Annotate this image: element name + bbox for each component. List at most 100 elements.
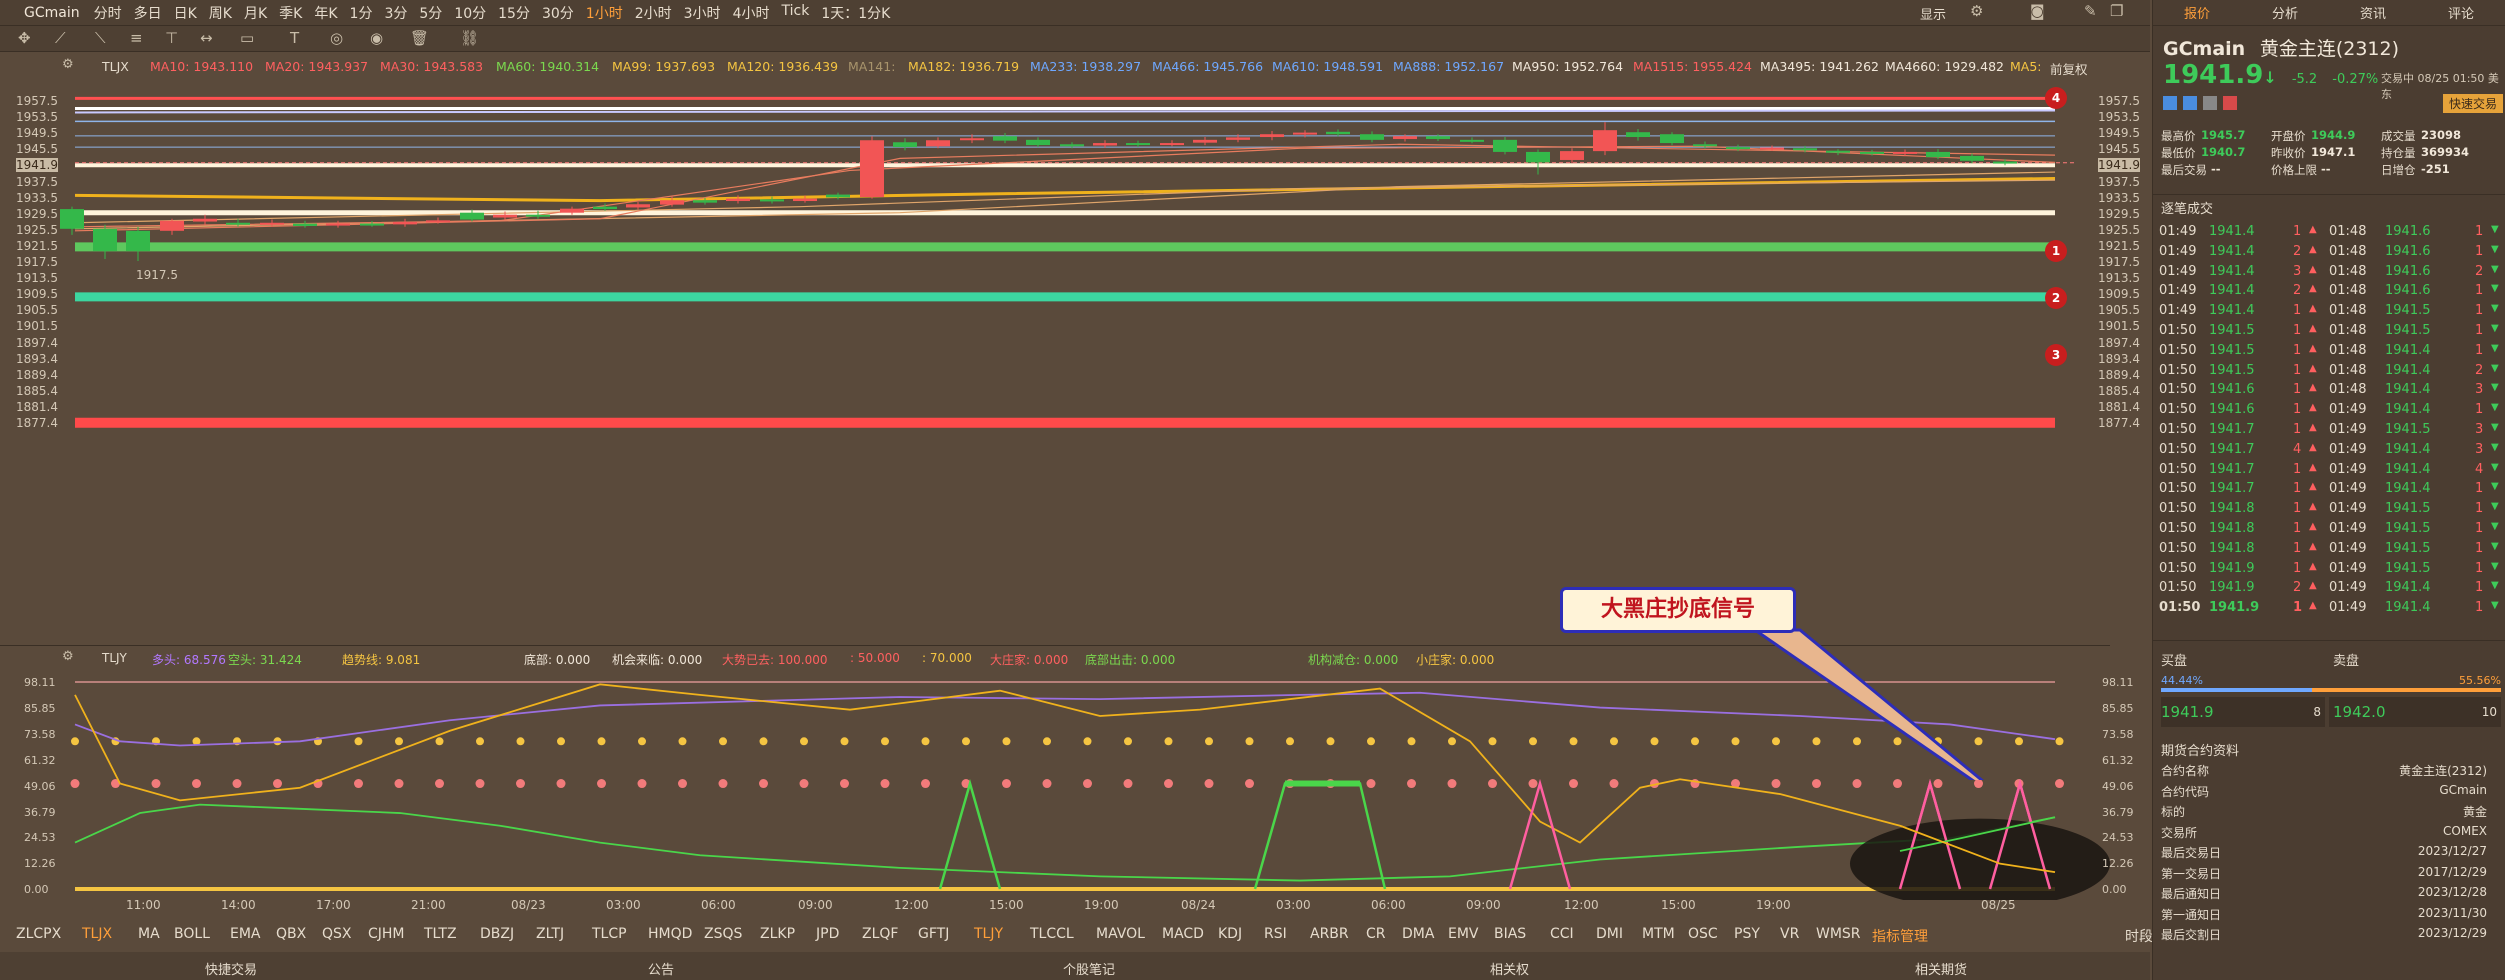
period-15[interactable]: 3小时: [683, 5, 721, 22]
ma-label-0[interactable]: TLJX: [102, 59, 129, 74]
ma-label-16[interactable]: MA4660: 1929.482: [1885, 59, 2004, 74]
indicator-tab-9[interactable]: DBZJ: [480, 926, 515, 942]
period-18[interactable]: 1天：1分K: [821, 5, 891, 22]
period-2[interactable]: 日K: [173, 5, 197, 22]
ma-label-14[interactable]: MA1515: 1955.424: [1633, 59, 1752, 74]
period-4[interactable]: 月K: [243, 5, 268, 22]
bottom-item-3[interactable]: 相关权: [1490, 963, 1530, 978]
indicator-tab-27[interactable]: EMV: [1448, 926, 1479, 942]
period-8[interactable]: 3分: [384, 5, 408, 22]
ma-label-13[interactable]: MA950: 1952.764: [1512, 59, 1624, 74]
indicator-settings-icon[interactable]: ⚙: [62, 649, 74, 664]
indicator-tab-37[interactable]: 时段: [2125, 929, 2153, 945]
indicator-label-2[interactable]: 空头: 31.424: [228, 653, 302, 667]
indicator-label-3[interactable]: 趋势线: 9.081: [342, 653, 421, 667]
ma-label-10[interactable]: MA466: 1945.766: [1152, 59, 1264, 74]
indicator-tab-31[interactable]: MTM: [1642, 926, 1675, 942]
period-11[interactable]: 15分: [498, 5, 530, 22]
period-16[interactable]: 4小时: [732, 5, 770, 22]
indicator-tab-14[interactable]: ZLKP: [760, 926, 796, 942]
indicator-label-4[interactable]: 底部: 0.000: [524, 653, 591, 667]
ma-label-17[interactable]: MA5:: [2010, 59, 2042, 74]
indicator-tab-12[interactable]: HMQD: [648, 926, 693, 942]
price-chart[interactable]: 1917.5: [0, 80, 2110, 640]
heart-icon[interactable]: [2223, 96, 2237, 110]
bid-price[interactable]: 1941.9: [2161, 703, 2214, 721]
indicator-tab-7[interactable]: CJHM: [368, 926, 405, 942]
settings-icon[interactable]: ⚙: [62, 57, 74, 72]
indicator-label-11[interactable]: 机构减仓: 0.000: [1308, 653, 1399, 667]
quote-tab-2[interactable]: 资讯: [2359, 7, 2386, 22]
indicator-tab-21[interactable]: MACD: [1162, 926, 1204, 942]
line-icon[interactable]: ⟋: [55, 29, 66, 47]
indicator-label-7[interactable]: : 50.000: [850, 651, 900, 665]
period-5[interactable]: 季K: [279, 5, 303, 22]
indicator-tab-19[interactable]: TLCCL: [1030, 926, 1074, 942]
indicator-label-9[interactable]: 大庄家: 0.000: [990, 653, 1069, 667]
rect-icon[interactable]: ▭: [240, 29, 255, 47]
indicator-label-10[interactable]: 底部出击: 0.000: [1085, 653, 1176, 667]
fib-icon[interactable]: ⊤: [165, 29, 179, 47]
indicator-tab-29[interactable]: CCI: [1550, 926, 1574, 942]
bottom-item-4[interactable]: 相关期货: [1915, 963, 1968, 978]
ray-icon[interactable]: ⟍: [95, 29, 106, 47]
indicator-label-0[interactable]: TLJY: [102, 651, 127, 665]
indicator-tab-18[interactable]: TLJY: [974, 926, 1004, 942]
quick-trade-button[interactable]: 快速交易: [2443, 94, 2504, 113]
circle-icon[interactable]: ◎: [330, 29, 344, 47]
indicator-tab-4[interactable]: EMA: [230, 926, 261, 942]
period-14[interactable]: 2小时: [634, 5, 672, 22]
bottom-item-0[interactable]: 快捷交易: [205, 963, 258, 978]
indicator-tab-30[interactable]: DMI: [1596, 926, 1623, 942]
period-9[interactable]: 5分: [419, 5, 443, 22]
indicator-label-12[interactable]: 小庄家: 0.000: [1416, 653, 1495, 667]
arrow-icon[interactable]: ↔: [200, 29, 213, 47]
display-menu[interactable]: 显示: [1920, 8, 1947, 23]
ma-label-8[interactable]: MA182: 1936.719: [908, 59, 1020, 74]
quote-tab-3[interactable]: 评论: [2447, 7, 2474, 22]
camera-icon[interactable]: ◙: [2030, 2, 2045, 20]
trash-icon[interactable]: 🗑: [410, 29, 430, 47]
ma-label-18[interactable]: 前复权: [2050, 62, 2088, 77]
indicator-label-1[interactable]: 多头: 68.576: [152, 653, 226, 667]
bottom-item-1[interactable]: 公告: [648, 963, 675, 978]
indicator-tab-34[interactable]: VR: [1780, 926, 1800, 942]
indicator-tab-8[interactable]: TLTZ: [424, 926, 457, 942]
note-icon[interactable]: [2203, 96, 2217, 110]
indicator-tab-0[interactable]: ZLCPX: [16, 926, 62, 942]
indicator-tab-23[interactable]: RSI: [1264, 926, 1287, 942]
period-0[interactable]: 分时: [93, 5, 122, 22]
period-6[interactable]: 年K: [314, 5, 338, 22]
period-7[interactable]: 1分: [349, 5, 373, 22]
indicator-tab-15[interactable]: JPD: [816, 926, 840, 942]
indicator-tab-10[interactable]: ZLTJ: [536, 926, 565, 942]
period-13[interactable]: 1小时: [585, 5, 623, 22]
indicator-tab-5[interactable]: QBX: [276, 926, 307, 942]
pen-icon[interactable]: ✎: [2084, 2, 2097, 20]
indicator-tab-16[interactable]: ZLQF: [862, 926, 899, 942]
period-17[interactable]: Tick: [781, 2, 810, 19]
symbol-label[interactable]: GCmain: [24, 4, 80, 21]
indicator-tab-17[interactable]: GFTJ: [918, 926, 950, 942]
ma-label-3[interactable]: MA30: 1943.583: [380, 59, 484, 74]
ma-label-12[interactable]: MA888: 1952.167: [1393, 59, 1505, 74]
eye-icon[interactable]: ◉: [370, 29, 384, 47]
quote-tab-1[interactable]: 分析: [2271, 7, 2298, 22]
indicator-tab-35[interactable]: WMSR: [1816, 926, 1861, 942]
indicator-tab-26[interactable]: DMA: [1402, 926, 1435, 942]
text-icon[interactable]: T: [290, 29, 300, 47]
ma-label-5[interactable]: MA99: 1937.693: [612, 59, 716, 74]
period-1[interactable]: 多日: [133, 5, 162, 22]
share-icon[interactable]: [2183, 96, 2197, 110]
indicator-tab-25[interactable]: CR: [1366, 926, 1386, 942]
period-12[interactable]: 30分: [541, 5, 574, 22]
move-icon[interactable]: ✥: [18, 29, 31, 47]
ask-price[interactable]: 1942.0: [2333, 703, 2386, 721]
indicator-label-5[interactable]: 机会来临: 0.000: [612, 653, 703, 667]
indicator-tab-13[interactable]: ZSQS: [704, 926, 743, 942]
flag-icon[interactable]: [2163, 96, 2177, 110]
indicator-tab-2[interactable]: MA: [138, 926, 160, 942]
indicator-tab-6[interactable]: QSX: [322, 926, 352, 942]
ma-label-9[interactable]: MA233: 1938.297: [1030, 59, 1142, 74]
indicator-tab-20[interactable]: MAVOL: [1096, 926, 1145, 942]
